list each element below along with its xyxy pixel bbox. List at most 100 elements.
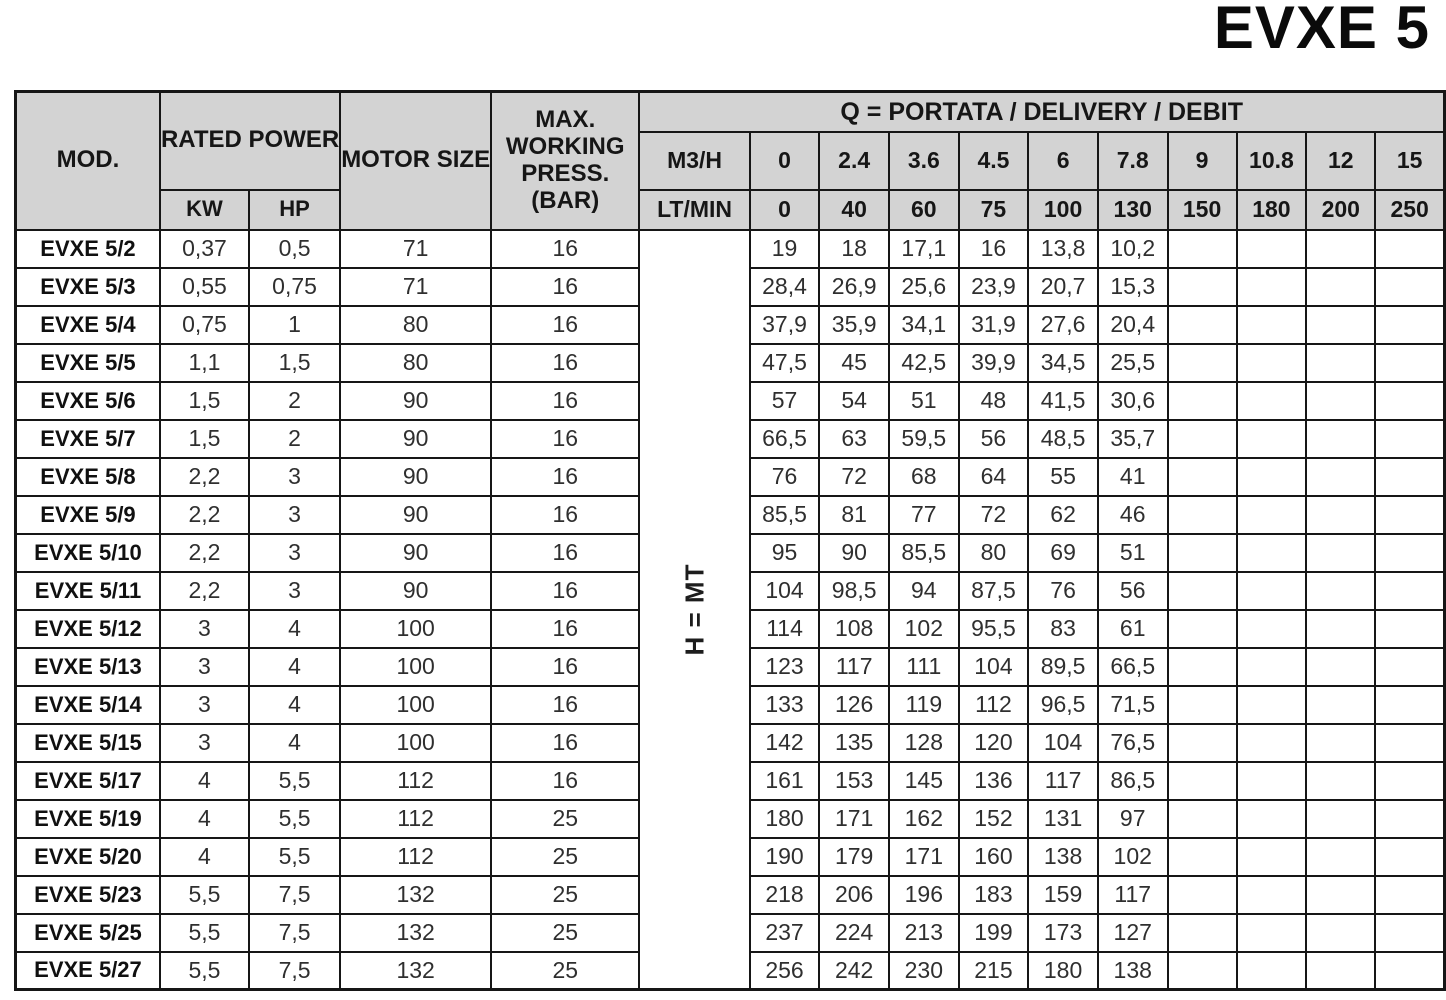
head-value-cell	[1166, 608, 1238, 649]
head-value-cell: 108	[818, 608, 890, 649]
max-press-cell: 16	[490, 342, 641, 383]
head-value-cell	[1374, 266, 1446, 307]
head-value-cell	[1235, 456, 1308, 497]
motor-size-cell: 100	[339, 608, 493, 649]
head-value-cell: 80	[957, 532, 1030, 573]
max-press-cell: 16	[490, 722, 641, 763]
head-value-cell: 26,9	[818, 266, 890, 307]
head-value-cell: 117	[1027, 760, 1099, 801]
model-cell: EVXE 5/6	[14, 380, 161, 421]
head-value-cell	[1235, 228, 1308, 269]
head-value-cell	[1374, 304, 1446, 345]
head-value-cell: 94	[887, 570, 960, 611]
head-value-cell: 242	[818, 950, 890, 991]
max-press-cell: 16	[490, 608, 641, 649]
head-value-cell: 15,3	[1096, 266, 1169, 307]
ltmin-value: 75	[957, 188, 1030, 231]
head-value-cell: 117	[1096, 874, 1169, 915]
head-value-cell: 119	[887, 684, 960, 725]
max-press-cell: 16	[490, 570, 641, 611]
head-value-cell: 215	[957, 950, 1030, 991]
head-value-cell: 89,5	[1027, 646, 1099, 687]
hp-cell: 1,5	[247, 342, 342, 383]
h-mt-label: H = MT	[679, 563, 710, 656]
head-value-cell: 34,1	[887, 304, 960, 345]
ltmin-value: 0	[748, 188, 821, 231]
head-value-cell	[1305, 760, 1377, 801]
hp-cell: 7,5	[247, 950, 342, 991]
head-value-cell: 179	[818, 836, 890, 877]
head-value-cell: 13,8	[1027, 228, 1099, 269]
max-press-cell: 16	[490, 418, 641, 459]
head-value-cell	[1305, 532, 1377, 573]
head-value-cell: 59,5	[887, 418, 960, 459]
m3h-value: 0	[748, 131, 821, 191]
head-value-cell	[1166, 494, 1238, 535]
head-value-cell	[1374, 912, 1446, 953]
hp-cell: 4	[247, 646, 342, 687]
head-value-cell	[1374, 380, 1446, 421]
head-value-cell	[1305, 418, 1377, 459]
head-value-cell: 30,6	[1096, 380, 1169, 421]
max-press-cell: 16	[490, 266, 641, 307]
max-press-cell: 25	[490, 912, 641, 953]
head-value-cell: 112	[957, 684, 1030, 725]
model-cell: EVXE 5/13	[14, 646, 161, 687]
head-value-cell: 19	[748, 228, 821, 269]
kw-cell: 1,5	[158, 380, 250, 421]
head-value-cell	[1166, 570, 1238, 611]
table-row: EVXE 5/5 1,1 1,5 80 16 47,5 45 42,5 39,9 34,5 25,5	[14, 342, 1446, 383]
head-value-cell	[1374, 608, 1446, 649]
head-value-cell: 47,5	[748, 342, 821, 383]
head-value-cell: 41,5	[1027, 380, 1099, 421]
kw-cell: 5,5	[158, 950, 250, 991]
head-value-cell: 127	[1096, 912, 1169, 953]
head-value-cell: 23,9	[957, 266, 1030, 307]
hp-cell: 3	[247, 456, 342, 497]
head-value-cell	[1235, 684, 1308, 725]
head-value-cell	[1374, 456, 1446, 497]
kw-cell: 0,55	[158, 266, 250, 307]
head-value-cell: 35,9	[818, 304, 890, 345]
motor-size-cell: 80	[339, 342, 493, 383]
head-value-cell	[1235, 418, 1308, 459]
header-row-top: MOD. RATED POWER MOTOR SIZE MAX. WORKING…	[14, 90, 1446, 231]
head-value-cell: 117	[818, 646, 890, 687]
ltmin-value: 180	[1235, 188, 1308, 231]
head-value-cell	[1166, 950, 1238, 991]
hp-cell: 4	[247, 684, 342, 725]
head-value-cell: 20,7	[1027, 266, 1099, 307]
head-value-cell	[1235, 266, 1308, 307]
kw-cell: 1,1	[158, 342, 250, 383]
m3h-value: 2.4	[818, 131, 890, 191]
head-value-cell	[1235, 646, 1308, 687]
head-value-cell: 20,4	[1096, 304, 1169, 345]
max-press-unit: (BAR)	[531, 186, 600, 214]
head-value-cell: 27,6	[1027, 304, 1099, 345]
q-title-header: Q = PORTATA / DELIVERY / DEBIT	[638, 90, 1446, 133]
table-row: EVXE 5/9 2,2 3 90 16 85,5 81 77 72 62 46	[14, 494, 1446, 535]
head-value-cell: 206	[818, 874, 890, 915]
max-press-cell: 25	[490, 836, 641, 877]
hp-cell: 3	[247, 532, 342, 573]
table-row: EVXE 5/23 5,5 7,5 132 25 218 206 196 183 159 117	[14, 874, 1446, 915]
head-value-cell	[1305, 570, 1377, 611]
head-value-cell	[1305, 722, 1377, 763]
head-value-cell: 213	[887, 912, 960, 953]
motor-size-cell: 90	[339, 456, 493, 497]
head-value-cell	[1166, 912, 1238, 953]
head-value-cell	[1235, 874, 1308, 915]
head-value-cell	[1166, 304, 1238, 345]
hp-header: HP	[247, 188, 342, 231]
header-row-m3h: M3/H 0 2.4 3.6 4.5 6 7.8 9 10.8 12 15	[16, 131, 1446, 191]
head-value-cell: 180	[748, 798, 821, 839]
head-value-cell	[1166, 722, 1238, 763]
model-cell: EVXE 5/14	[14, 684, 161, 725]
head-value-cell: 85,5	[748, 494, 821, 535]
head-value-cell: 45	[818, 342, 890, 383]
hp-cell: 5,5	[247, 836, 342, 877]
head-value-cell: 196	[887, 874, 960, 915]
head-value-cell	[1305, 266, 1377, 307]
head-value-cell: 63	[818, 418, 890, 459]
head-value-cell: 123	[748, 646, 821, 687]
